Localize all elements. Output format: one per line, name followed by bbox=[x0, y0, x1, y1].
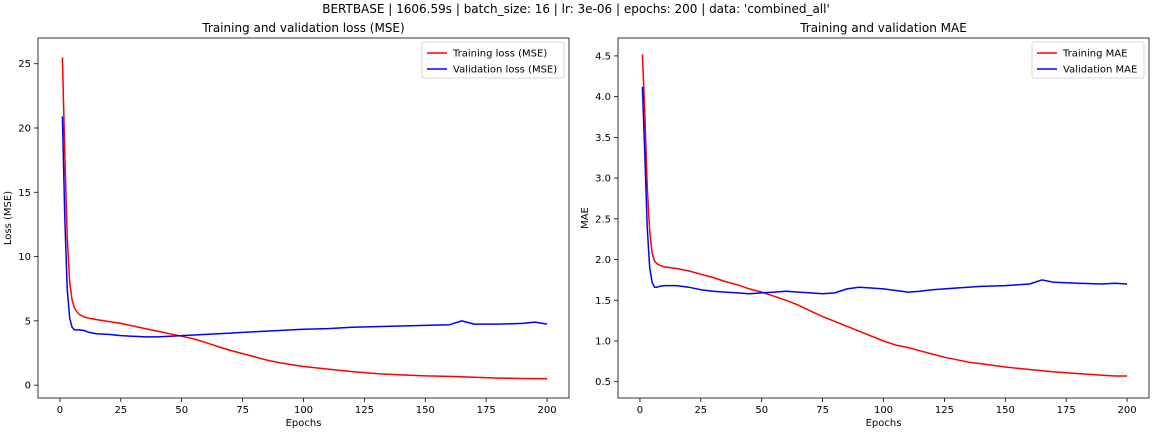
series-line bbox=[641, 86, 1128, 295]
x-tick-label: 25 bbox=[114, 405, 127, 416]
figure-suptitle: BERTBASE | 1606.59s | batch_size: 16 | l… bbox=[322, 2, 830, 16]
x-tick-label: 50 bbox=[755, 405, 768, 416]
legend-label: Validation loss (MSE) bbox=[453, 65, 557, 76]
legend-label: Training loss (MSE) bbox=[452, 49, 547, 60]
y-tick-label: 4.0 bbox=[595, 92, 611, 103]
x-tick-label: 150 bbox=[996, 405, 1015, 416]
y-tick-label: 20 bbox=[18, 124, 31, 135]
x-tick-label: 0 bbox=[637, 405, 643, 416]
x-tick-label: 175 bbox=[1057, 405, 1076, 416]
x-tick-label: 100 bbox=[874, 405, 893, 416]
x-axis-label: Epochs bbox=[866, 418, 902, 429]
x-tick-label: 0 bbox=[57, 405, 63, 416]
y-tick-label: 0 bbox=[25, 381, 31, 392]
chart-title: Training and validation MAE bbox=[799, 21, 967, 35]
x-tick-label: 200 bbox=[538, 405, 557, 416]
x-axis-label: Epochs bbox=[286, 418, 322, 429]
legend-box bbox=[421, 41, 565, 79]
y-tick-label: 1.5 bbox=[595, 296, 611, 307]
plot-frame bbox=[617, 37, 1150, 399]
x-tick-label: 125 bbox=[355, 405, 374, 416]
x-tick-label: 75 bbox=[816, 405, 829, 416]
x-tick-label: 200 bbox=[1118, 405, 1137, 416]
legend-box bbox=[1031, 41, 1145, 79]
y-tick-label: 3.0 bbox=[595, 174, 611, 185]
series-line bbox=[641, 54, 1128, 377]
y-tick-label: 2.5 bbox=[595, 214, 611, 225]
plot-frame bbox=[37, 37, 570, 399]
x-tick-label: 175 bbox=[477, 405, 496, 416]
x-tick-label: 50 bbox=[175, 405, 188, 416]
legend: Training loss (MSE) Validation loss (MSE) bbox=[421, 41, 565, 79]
y-tick-label: 3.5 bbox=[595, 133, 611, 144]
y-tick-label: 15 bbox=[18, 188, 31, 199]
legend-label: Training MAE bbox=[1062, 49, 1127, 60]
legend: Training MAE Validation MAE bbox=[1031, 41, 1145, 79]
legend-label: Validation MAE bbox=[1063, 65, 1137, 76]
y-axis-label: MAE bbox=[580, 207, 591, 229]
y-tick-label: 10 bbox=[18, 252, 31, 263]
y-tick-label: 2.0 bbox=[595, 255, 611, 266]
chart-title: Training and validation loss (MSE) bbox=[201, 21, 404, 35]
x-tick-label: 100 bbox=[294, 405, 313, 416]
y-axis-label: Loss (MSE) bbox=[3, 191, 14, 245]
series-line bbox=[61, 116, 548, 338]
series-line bbox=[61, 57, 548, 380]
y-tick-label: 5 bbox=[25, 316, 31, 327]
y-tick-label: 1.0 bbox=[595, 336, 611, 347]
x-tick-label: 25 bbox=[694, 405, 707, 416]
y-tick-label: 0.5 bbox=[595, 377, 611, 388]
loss-panel: Training and validation loss (MSE)0 25 50 7… bbox=[3, 21, 570, 429]
y-tick-label: 4.5 bbox=[595, 51, 611, 62]
x-tick-label: 75 bbox=[236, 405, 249, 416]
y-tick-label: 25 bbox=[18, 59, 31, 70]
mae-panel: Training and validation MAE 0 25 50 75 100 125… bbox=[580, 21, 1150, 429]
x-tick-label: 150 bbox=[416, 405, 435, 416]
x-tick-label: 125 bbox=[935, 405, 954, 416]
